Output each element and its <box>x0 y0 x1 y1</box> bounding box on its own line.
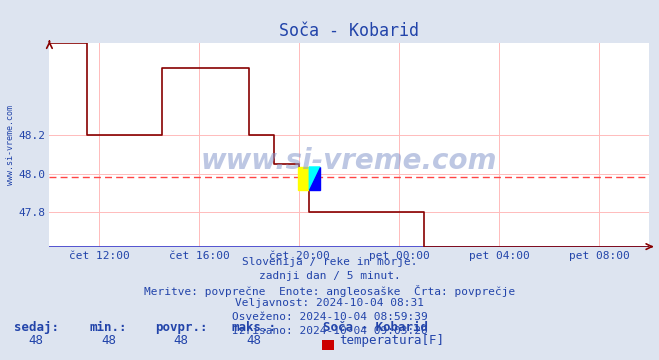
Text: min.:: min.: <box>90 321 127 334</box>
Text: 48: 48 <box>29 334 43 347</box>
Text: Slovenija / reke in morje.: Slovenija / reke in morje. <box>242 257 417 267</box>
Text: povpr.:: povpr.: <box>155 321 208 334</box>
Text: maks.:: maks.: <box>231 321 276 334</box>
Text: 48: 48 <box>101 334 116 347</box>
Title: Soča - Kobarid: Soča - Kobarid <box>279 22 419 40</box>
Text: zadnji dan / 5 minut.: zadnji dan / 5 minut. <box>258 271 401 281</box>
Text: Osveženo: 2024-10-04 08:59:39: Osveženo: 2024-10-04 08:59:39 <box>231 312 428 322</box>
Text: Izrisano: 2024-10-04 09:03:20: Izrisano: 2024-10-04 09:03:20 <box>231 326 428 336</box>
Text: www.si-vreme.com: www.si-vreme.com <box>201 147 498 175</box>
Polygon shape <box>309 167 320 190</box>
Text: Veljavnost: 2024-10-04 08:31: Veljavnost: 2024-10-04 08:31 <box>235 298 424 309</box>
Polygon shape <box>309 167 320 190</box>
Polygon shape <box>299 167 309 190</box>
Text: sedaj:: sedaj: <box>14 321 59 334</box>
Text: 48: 48 <box>174 334 188 347</box>
Text: Meritve: povprečne  Enote: angleosaške  Črta: povprečje: Meritve: povprečne Enote: angleosaške Čr… <box>144 285 515 297</box>
Text: temperatura[F]: temperatura[F] <box>339 334 444 347</box>
Text: Soča - Kobarid: Soča - Kobarid <box>323 321 428 334</box>
Text: 48: 48 <box>246 334 261 347</box>
Text: www.si-vreme.com: www.si-vreme.com <box>6 105 15 185</box>
